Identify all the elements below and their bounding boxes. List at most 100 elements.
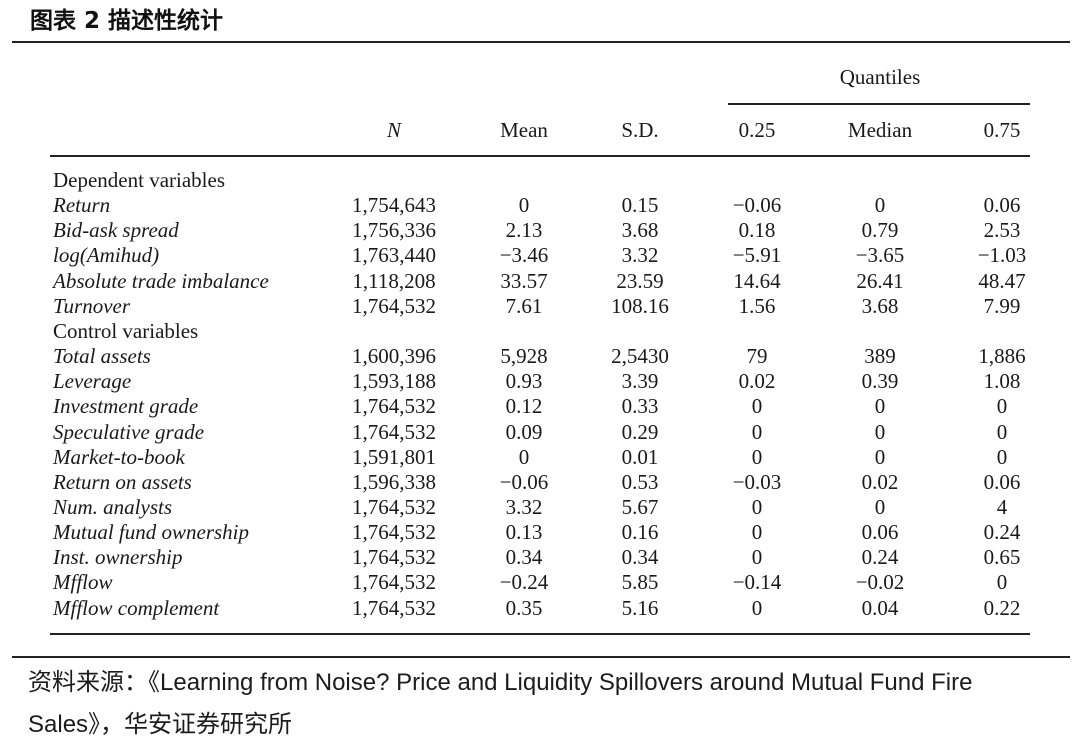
table-cell: 1,763,440	[352, 243, 436, 268]
table-cell: 1.56	[738, 293, 776, 318]
table-cell: 1,764,532	[352, 293, 436, 318]
row-label: Mfflow complement	[53, 595, 220, 620]
table-cell: 0.22	[983, 595, 1021, 620]
table-cell: 0	[751, 595, 763, 620]
table-cell: 0.79	[861, 218, 899, 243]
section-title: Control variables	[53, 318, 199, 343]
source-prefix: 资料来源：	[28, 669, 148, 696]
table-cell: 1,600,396	[352, 344, 436, 369]
row-label: Inst. ownership	[53, 545, 183, 570]
table-cell: 1,764,532	[352, 570, 436, 595]
table-cell: −3.46	[499, 243, 549, 268]
table-cell: 2.13	[505, 218, 543, 243]
column-header: 0.25	[738, 118, 776, 142]
table-cell: 0.15	[621, 193, 659, 218]
table-cell: 79	[746, 344, 768, 369]
table-cell: 4	[996, 494, 1008, 519]
table-cell: 0	[996, 394, 1008, 419]
table-cell: 0	[874, 419, 886, 444]
table-cell: 0	[996, 444, 1008, 469]
table-cell: 1,756,336	[352, 218, 436, 243]
table-cell: 7.99	[983, 293, 1021, 318]
table-cell: 0	[751, 494, 763, 519]
table-cell: 108.16	[611, 293, 669, 318]
table-cell: 0.34	[505, 545, 543, 570]
table-cell: 1,764,532	[352, 394, 436, 419]
table-cell: 5.16	[621, 595, 659, 620]
row-label: Leverage	[53, 369, 132, 394]
table-cell: 33.57	[500, 268, 548, 293]
table-cell: −0.06	[732, 193, 782, 218]
row-label: Return	[53, 193, 111, 218]
table-cell: 1,118,208	[352, 268, 436, 293]
table-cell: 0.12	[505, 394, 543, 419]
table-cell: 0	[874, 444, 886, 469]
table-cell: 1,764,532	[352, 419, 436, 444]
row-label: log(Amihud)	[53, 243, 160, 268]
table-cell: 0	[874, 193, 886, 218]
table-cell: −0.02	[855, 570, 905, 595]
table-cell: 1,886	[978, 344, 1026, 369]
table-cell: 5.67	[621, 494, 659, 519]
table-cell: 0.29	[621, 419, 659, 444]
table-cell: 1,764,532	[352, 520, 436, 545]
table-cell: −3.65	[855, 243, 905, 268]
table-cell: 0	[751, 394, 763, 419]
source-rule	[12, 656, 1070, 658]
table-cell: 0	[874, 494, 886, 519]
table-cell: 14.64	[733, 268, 781, 293]
row-label: Total assets	[53, 344, 151, 369]
table-cell: 1,754,643	[352, 193, 436, 218]
table-cell: 1,764,532	[352, 595, 436, 620]
table-cell: 1,591,801	[352, 444, 436, 469]
table-cell: 0.34	[621, 545, 659, 570]
table-cell: −0.24	[499, 570, 549, 595]
table-cell: 0.18	[738, 218, 776, 243]
table-cell: 7.61	[505, 293, 543, 318]
quantiles-header: Quantiles	[839, 65, 921, 89]
table-cell: 2.53	[983, 218, 1021, 243]
table-cell: 48.47	[978, 268, 1026, 293]
table-cell: 0.06	[861, 520, 899, 545]
row-label: Bid-ask spread	[53, 218, 179, 243]
table-cell: 1,764,532	[352, 494, 436, 519]
table-cell: −5.91	[732, 243, 782, 268]
table-cell: 0	[996, 570, 1008, 595]
row-label: Investment grade	[53, 394, 199, 419]
table-cell: 5.85	[621, 570, 659, 595]
table-bottom-rule	[50, 633, 1030, 635]
table-cell: 3.68	[861, 293, 899, 318]
row-label: Absolute trade imbalance	[53, 268, 269, 293]
table-cell: 1,596,338	[352, 469, 436, 494]
table-cell: 0.39	[861, 369, 899, 394]
table-cell: 0.06	[983, 469, 1021, 494]
quantiles-rule	[728, 103, 1030, 105]
column-header: Median	[847, 118, 913, 142]
source-text: 《Learning from Noise? Price and Liquidit…	[28, 669, 973, 738]
column-header: Mean	[500, 118, 548, 142]
column-header: S.D.	[621, 118, 659, 142]
table-cell: 0.24	[861, 545, 899, 570]
table-cell: 0	[751, 520, 763, 545]
table-cell: 1,764,532	[352, 545, 436, 570]
row-label: Mfflow	[53, 570, 113, 595]
table-cell: 1.08	[983, 369, 1021, 394]
table-cell: −0.03	[732, 469, 782, 494]
table-cell: 0.16	[621, 520, 659, 545]
table-cell: 0	[996, 419, 1008, 444]
table-cell: −0.14	[732, 570, 782, 595]
table-cell: 0	[518, 444, 530, 469]
table-cell: 23.59	[616, 268, 664, 293]
table-cell: 0.02	[861, 469, 899, 494]
row-label: Num. analysts	[53, 494, 173, 519]
table-cell: 0	[751, 419, 763, 444]
table-cell: 1,593,188	[352, 369, 436, 394]
table-cell: 3.32	[621, 243, 659, 268]
table-cell: 0.53	[621, 469, 659, 494]
table-cell: −0.06	[499, 469, 549, 494]
table-cell: 0.09	[505, 419, 543, 444]
section-title: Dependent variables	[53, 168, 226, 192]
table-cell: 0	[751, 545, 763, 570]
source-note: 资料来源：《Learning from Noise? Price and Liq…	[28, 662, 1068, 746]
row-label: Speculative grade	[53, 419, 205, 444]
